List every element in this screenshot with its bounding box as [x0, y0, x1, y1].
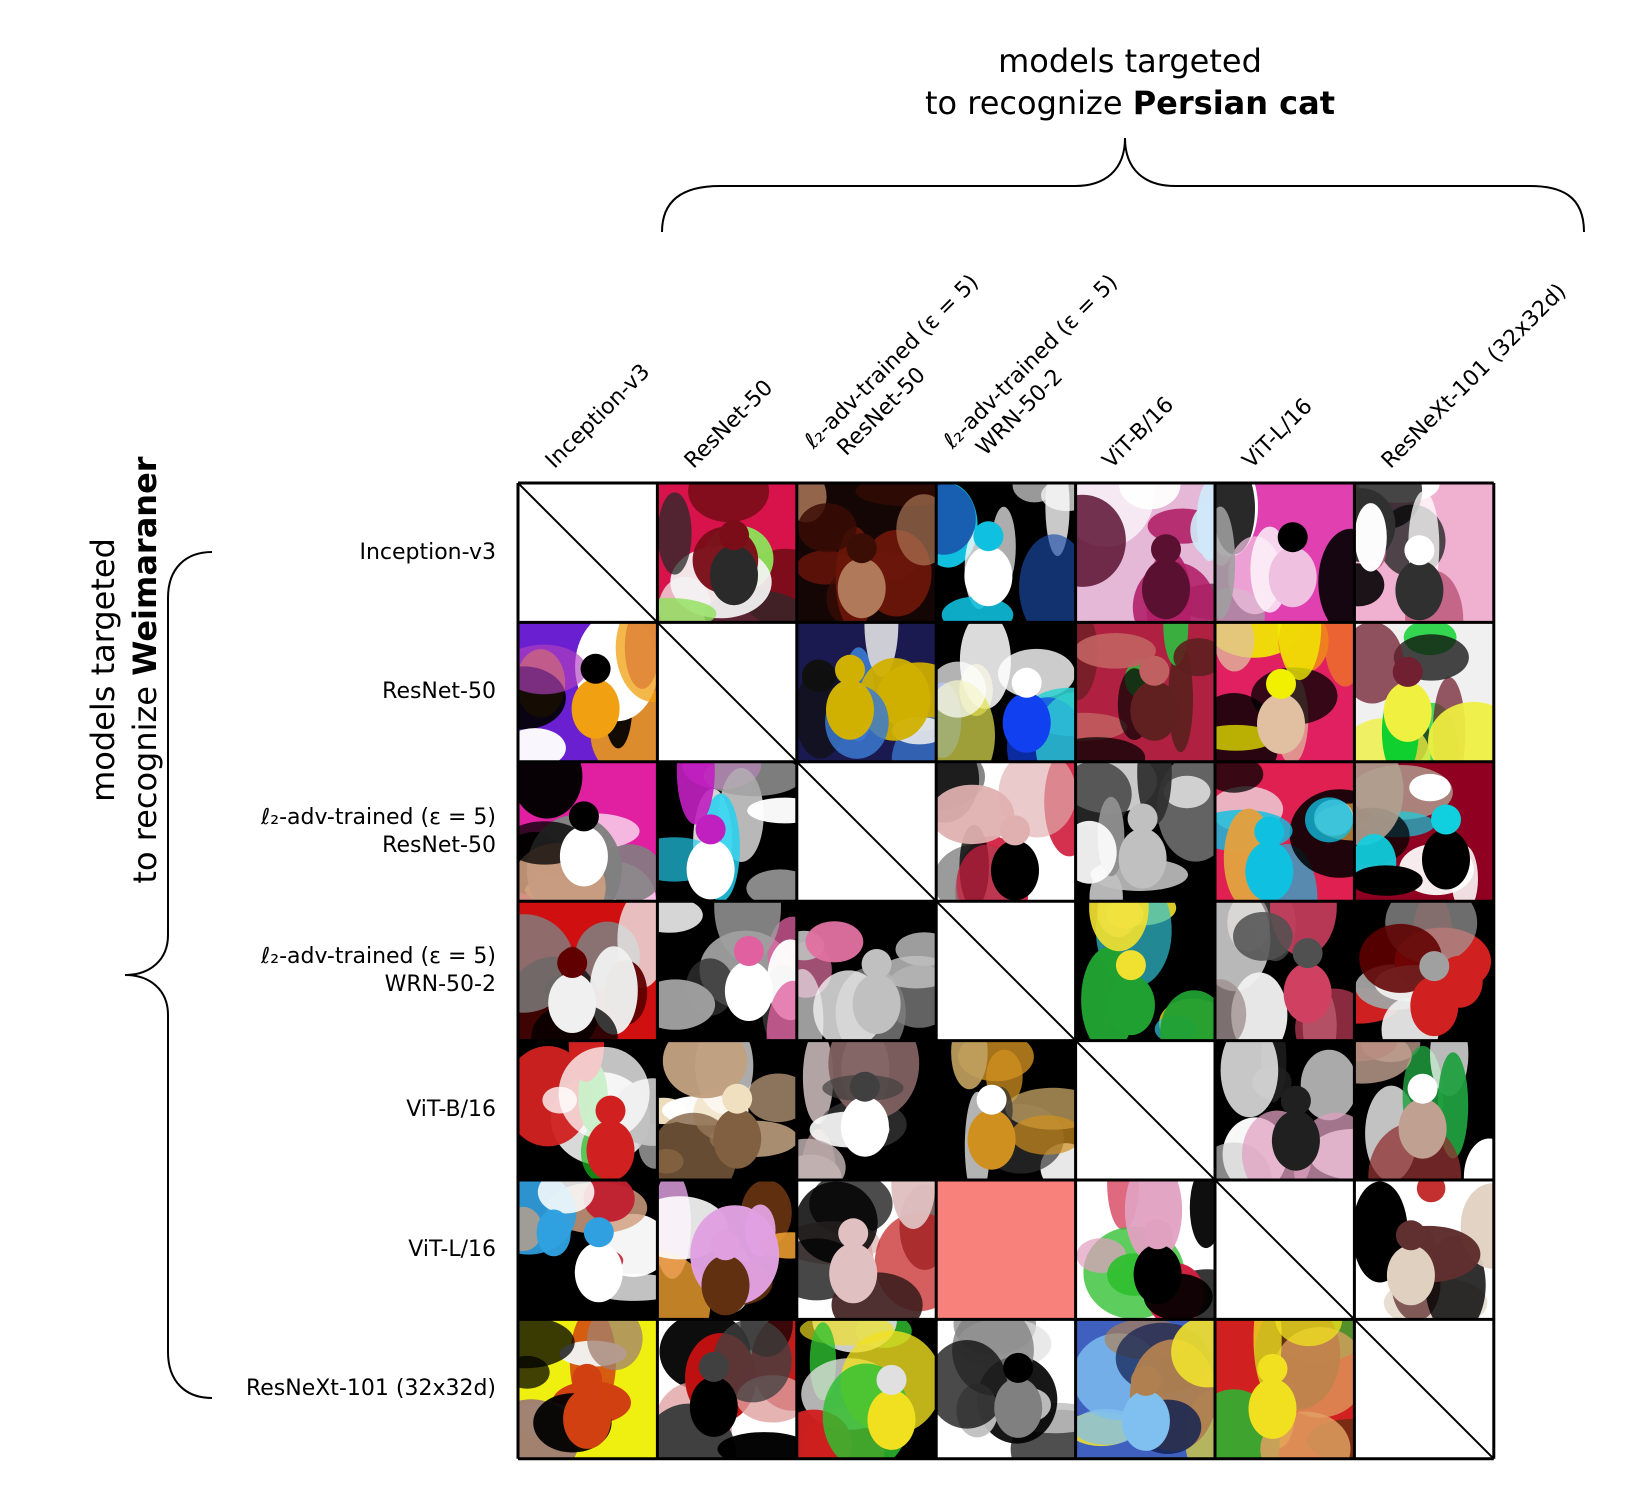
- row-label: ℓ₂-adv-trained (ε = 5) WRN-50-2: [261, 943, 496, 999]
- row-label-line2: WRN-50-2: [384, 971, 496, 997]
- row-label-line1: ℓ₂-adv-trained (ε = 5): [261, 943, 496, 969]
- diagonal-line: [936, 901, 1076, 1041]
- column-group-target-class: Persian cat: [1132, 84, 1336, 122]
- column-group-title: models targeted to recognize Persian cat: [820, 40, 1440, 124]
- row-label: ResNet-50: [382, 678, 496, 706]
- column-group-title-line1: models targeted: [998, 42, 1262, 80]
- generated-image-cell: [1215, 901, 1354, 1041]
- row-label-line1: ℓ₂-adv-trained (ε = 5): [261, 804, 496, 830]
- row-label: Inception-v3: [359, 539, 496, 567]
- generated-image-cell: [518, 1319, 657, 1459]
- diagonal-empty-cell: [518, 483, 657, 622]
- generated-image-cell: [518, 901, 657, 1041]
- row-label: ViT-B/16: [406, 1096, 496, 1124]
- generated-image-cell: [1075, 901, 1215, 1041]
- generated-image-cell: [936, 622, 1076, 762]
- generated-image-cell: [1075, 622, 1215, 762]
- generated-image-cell: [936, 1040, 1076, 1180]
- row-label: ResNeXt-101 (32x32d): [246, 1375, 496, 1403]
- generated-image-cell: [657, 1040, 797, 1180]
- generated-image-cell: [518, 761, 657, 901]
- generated-image-cell: [657, 1180, 797, 1319]
- generated-image-cell: [1215, 1040, 1354, 1180]
- failed-cell: [936, 1180, 1076, 1319]
- diagonal-line: [1075, 1040, 1215, 1180]
- generated-image-cell: [518, 622, 657, 762]
- generated-image-cell: [1354, 622, 1494, 762]
- generated-image-cell: [518, 1040, 657, 1180]
- generated-image-cell: [1354, 761, 1494, 901]
- generated-image-cell: [518, 1180, 657, 1319]
- generated-image-cell: [796, 483, 936, 622]
- row-group-brace: [124, 551, 213, 1399]
- row-label: ViT-L/16: [408, 1236, 496, 1264]
- generated-image-cell: [1215, 622, 1354, 762]
- row-label-line2: ResNet-50: [382, 832, 496, 858]
- generated-image-cell: [1215, 1319, 1354, 1459]
- generated-image-cell: [796, 1180, 936, 1319]
- generated-image-cell: [1075, 483, 1215, 622]
- generated-image-cell: [1354, 1180, 1494, 1319]
- column-group-title-line2: to recognize Persian cat: [820, 82, 1440, 124]
- generated-image-cell: [657, 1319, 797, 1459]
- generated-image-cell: [936, 761, 1076, 901]
- diagonal-line: [657, 622, 797, 762]
- generated-image-cell: [1354, 483, 1494, 622]
- diagonal-line: [1354, 1319, 1494, 1459]
- row-label-line1: ResNeXt-101 (32x32d): [245, 1376, 496, 1402]
- row-label: ℓ₂-adv-trained (ε = 5) ResNet-50: [261, 804, 496, 860]
- diagonal-empty-cell: [657, 622, 797, 762]
- row-label-line1: ViT-B/16: [406, 1097, 496, 1123]
- column-group-brace: [661, 137, 1585, 233]
- diagonal-line: [1215, 1180, 1354, 1319]
- row-label-line1: ViT-L/16: [408, 1236, 496, 1262]
- diagonal-empty-cell: [1075, 1040, 1215, 1180]
- generated-image-cell: [657, 761, 797, 901]
- generated-image-cell: [796, 1319, 936, 1459]
- generated-image-cell: [796, 1040, 936, 1180]
- generated-image-cell: [1215, 483, 1354, 622]
- diagonal-line: [796, 761, 936, 901]
- generated-image-cell: [1075, 1319, 1215, 1459]
- generated-image-cell: [657, 483, 797, 622]
- row-label-line1: Inception-v3: [359, 539, 496, 565]
- generated-image-cell: [796, 622, 936, 762]
- generated-image-cell: [1075, 761, 1215, 901]
- generated-image-cell: [1354, 1040, 1494, 1180]
- generated-image-cell: [936, 483, 1076, 622]
- generated-image-cell: [1215, 761, 1354, 901]
- diagonal-empty-cell: [1215, 1180, 1354, 1319]
- generated-image-cell: [1075, 1180, 1215, 1319]
- row-label-line1: ResNet-50: [382, 679, 496, 705]
- diagonal-empty-cell: [936, 901, 1076, 1041]
- diagonal-empty-cell: [796, 761, 936, 901]
- column-group-title-prefix: to recognize: [924, 84, 1133, 122]
- generated-image-cell: [1354, 901, 1494, 1041]
- diagonal-empty-cell: [1354, 1319, 1494, 1459]
- diagonal-line: [518, 483, 657, 622]
- generated-image-cell: [796, 901, 936, 1041]
- generated-image-cell: [657, 901, 797, 1041]
- generated-image-cell: [936, 1319, 1076, 1459]
